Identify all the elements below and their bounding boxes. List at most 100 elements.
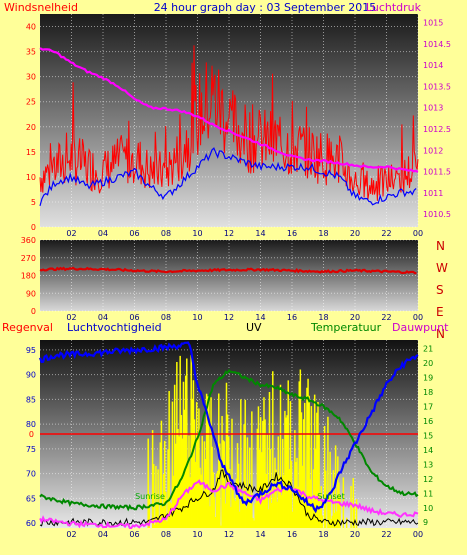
y-left-tick-label: 20 [26, 123, 36, 132]
x-tick-label: 16 [287, 229, 297, 238]
y-left-tick-label: 75 [26, 445, 36, 454]
y-right-tick-label: 15 [423, 431, 433, 440]
x-tick-label: 06 [129, 313, 139, 322]
y-left-tick-label: 35 [26, 48, 36, 57]
x-tick-label: 16 [287, 530, 297, 539]
x-tick-label: 02 [66, 229, 76, 238]
y-left-tick-label: 80 [26, 420, 36, 429]
x-tick-label: 02 [66, 530, 76, 539]
y-right-tick-label: 10 [423, 504, 433, 513]
panel-2-series [39, 266, 417, 275]
y-left-tick-label: 40 [26, 23, 36, 32]
y-left-tick-label: 60 [26, 519, 36, 528]
x-tick-label: 20 [350, 313, 360, 322]
legend-luchtvochtigheid: Luchtvochtigheid [67, 321, 162, 334]
y-left-tick-label: 65 [26, 494, 36, 503]
x-tick-label: 22 [381, 313, 391, 322]
x-tick-label: 00 [413, 313, 423, 322]
compass-label: N [436, 327, 445, 341]
x-tick-label: 06 [129, 530, 139, 539]
x-tick-label: 14 [255, 313, 265, 322]
x-tick-label: 12 [224, 313, 234, 322]
x-tick-label: 04 [98, 313, 108, 322]
wind-gust-line [39, 45, 419, 201]
y-right-tick-label: 1010.5 [423, 210, 451, 219]
x-tick-label: 18 [318, 229, 328, 238]
y-left-tick-label: 0 [31, 307, 36, 316]
y-right-tick-label: 1011.5 [423, 168, 451, 177]
x-tick-label: 20 [350, 530, 360, 539]
x-tick-label: 06 [129, 229, 139, 238]
legend-uv: UV [246, 321, 262, 334]
x-tick-label: 00 [413, 530, 423, 539]
left-axis-label: Windsnelheid [4, 1, 78, 14]
x-tick-label: 22 [381, 530, 391, 539]
x-tick-label: 10 [192, 313, 202, 322]
x-tick-label: 08 [161, 229, 171, 238]
sunrise-label: Sunrise [135, 492, 165, 501]
x-tick-label: 02 [66, 313, 76, 322]
x-tick-label: 08 [161, 313, 171, 322]
panel-1-grid [40, 14, 419, 228]
y-left-tick-label: 90 [26, 289, 36, 298]
sunset-label: Sunset [317, 492, 344, 501]
y-right-tick-label: 18 [423, 388, 433, 397]
panel-3-series [38, 341, 419, 529]
y-left-tick-label: 90 [26, 371, 36, 380]
x-tick-label: 18 [318, 530, 328, 539]
panel-2-grid [40, 239, 419, 312]
y-left-tick-label: 70 [26, 470, 36, 479]
y-left-tick-label: 95 [26, 346, 36, 355]
y-right-tick-label: 1015 [423, 19, 443, 28]
legend-dauwpunt: Dauwpunt [392, 321, 449, 334]
pressure-line [39, 47, 419, 173]
y-right-tick-label: 1014.5 [423, 40, 451, 49]
chart-title: 24 hour graph day : 03 September 2015 [154, 1, 377, 14]
y-right-tick-label: 13 [423, 460, 433, 469]
y-right-tick-label: 1014 [423, 61, 443, 70]
y-left-tick-label: 10 [26, 173, 36, 182]
x-tick-label: 22 [381, 229, 391, 238]
x-tick-label: 14 [255, 229, 265, 238]
panel-1-series [39, 45, 419, 207]
x-tick-label: 10 [192, 530, 202, 539]
y-right-tick-label: 19 [423, 374, 433, 383]
x-tick-label: 00 [413, 229, 423, 238]
x-tick-label: 04 [98, 229, 108, 238]
y-right-tick-label: 17 [423, 403, 433, 412]
x-tick-label: 12 [224, 530, 234, 539]
compass-label: N [436, 239, 445, 253]
panel-1-background [40, 14, 418, 227]
y-right-tick-label: 12 [423, 475, 433, 484]
right-axis-label: Luchtdruk [366, 1, 422, 14]
y-right-tick-label: 1012.5 [423, 125, 451, 134]
wind-pressure-panel: 02 04 06 08 10 12 14 16 18 20 22 000510152025303540… [26, 14, 451, 238]
compass-label: W [436, 261, 448, 275]
humidity-line [38, 341, 419, 514]
y-left-tick-label: 30 [26, 73, 36, 82]
y-left-tick-label: 0 [31, 223, 36, 232]
legend-temperatuur: Temperatuur [310, 321, 382, 334]
y-right-tick-label: 20 [423, 359, 433, 368]
x-tick-label: 08 [161, 530, 171, 539]
x-tick-label: 20 [350, 229, 360, 238]
humidity-temperature-panel: 02 04 06 08 10 12 14 16 18 20 22 006065707580859095… [26, 340, 433, 539]
y-right-tick-label: 11 [423, 489, 433, 498]
legend-regenval: Regenval [2, 321, 53, 334]
rain-tick-label: 0 [29, 430, 34, 439]
x-tick-label: 18 [318, 313, 328, 322]
y-right-tick-label: 21 [423, 345, 433, 354]
y-right-tick-label: 1012 [423, 146, 443, 155]
x-tick-label: 16 [287, 313, 297, 322]
wind-speed-line [39, 147, 417, 207]
wind-direction-line [39, 266, 417, 275]
y-left-tick-label: 25 [26, 98, 36, 107]
x-tick-label: 10 [192, 229, 202, 238]
y-left-tick-label: 85 [26, 395, 36, 404]
y-left-tick-label: 15 [26, 148, 36, 157]
compass-label: E [436, 305, 444, 319]
dewpoint-line [39, 479, 419, 529]
